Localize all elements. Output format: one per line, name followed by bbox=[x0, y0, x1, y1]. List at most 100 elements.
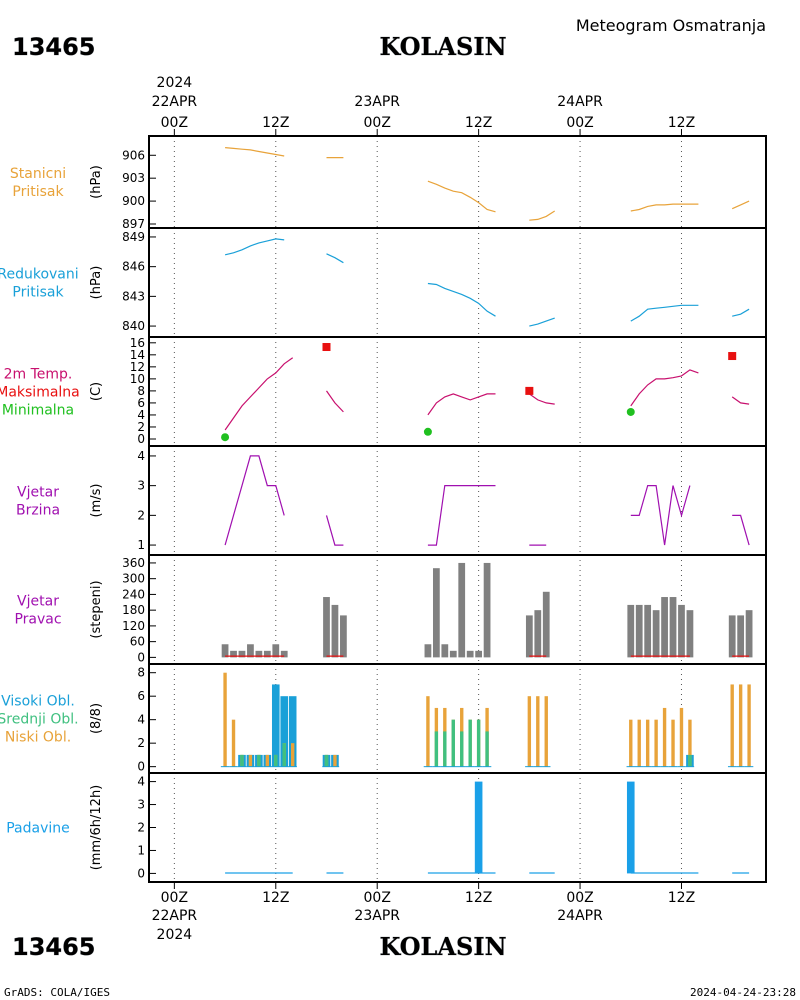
y-tick-label: 10 bbox=[130, 372, 145, 386]
station-name-bottom: KOLASIN bbox=[379, 932, 506, 961]
low-cloud-bar bbox=[527, 696, 532, 767]
bar bbox=[441, 644, 449, 658]
mid-cloud-bar bbox=[324, 754, 329, 767]
low-cloud-bar bbox=[688, 719, 692, 767]
series-line bbox=[732, 514, 750, 546]
panel-label: Pritisak bbox=[12, 184, 64, 200]
bar bbox=[340, 615, 347, 658]
series-line bbox=[325, 515, 344, 546]
unit-label: (hPa) bbox=[89, 165, 104, 199]
y-tick-label: 4 bbox=[137, 449, 145, 463]
bar bbox=[534, 610, 542, 658]
mid-cloud-bar bbox=[434, 731, 439, 767]
mid-cloud-bar bbox=[485, 731, 489, 767]
x-tick-label-top: 00Z bbox=[566, 115, 593, 131]
series-line bbox=[326, 253, 344, 264]
y-tick-label: 846 bbox=[122, 260, 145, 274]
mid-cloud-bar bbox=[451, 719, 455, 767]
bar bbox=[644, 604, 652, 658]
unit-label: (hPa) bbox=[89, 266, 104, 300]
max-temp-marker bbox=[728, 352, 737, 361]
bar bbox=[737, 615, 745, 658]
y-tick-label: 6 bbox=[137, 396, 145, 410]
y-tick-label: 2 bbox=[137, 420, 145, 434]
panel-label: Stanicni bbox=[10, 166, 66, 182]
low-cloud-bar bbox=[747, 684, 751, 767]
low-cloud-bar bbox=[679, 707, 684, 767]
high-cloud-bar bbox=[288, 696, 297, 767]
panel-label: Srednji Obl. bbox=[0, 712, 79, 728]
panel-label: Vjetar bbox=[17, 594, 59, 610]
panel-frame bbox=[148, 772, 767, 883]
low-cloud-bar bbox=[738, 684, 743, 767]
bar bbox=[323, 597, 330, 658]
x-tick-label-bottom: 12Z bbox=[465, 890, 492, 906]
low-cloud-bar bbox=[231, 719, 236, 767]
panel-frame bbox=[148, 135, 767, 229]
y-tick-label: 0 bbox=[137, 650, 145, 664]
mid-cloud-bar bbox=[476, 719, 481, 767]
y-tick-label: 903 bbox=[122, 171, 145, 185]
y-tick-label: 2 bbox=[137, 821, 145, 835]
bar bbox=[331, 604, 339, 658]
bar bbox=[247, 644, 254, 658]
unit-label: (8/8) bbox=[89, 703, 104, 734]
low-cloud-bar bbox=[662, 707, 667, 767]
x-tick-label-top: 00Z bbox=[161, 115, 188, 131]
plot-area bbox=[221, 562, 753, 658]
x-tick-label-bottom: 24APR bbox=[557, 908, 603, 924]
y-tick-label: 240 bbox=[122, 587, 145, 601]
bar bbox=[263, 650, 271, 658]
max-temp-marker bbox=[525, 386, 534, 395]
max-temp-marker bbox=[322, 343, 331, 352]
bottom-time-axis: 00Z 22APR 2024 12Z 00Z 23APR 12Z 00Z 24APR 12Z bbox=[152, 882, 695, 943]
x-tick-label-top: 12Z bbox=[668, 115, 695, 131]
plot-area bbox=[221, 343, 750, 442]
plot-area bbox=[220, 672, 754, 768]
y-tick-label: 4 bbox=[137, 713, 145, 727]
panel-clouds: 0 2 4 6 8 Visoki Obl. Srednji Obl. Niski Obl. (8… bbox=[0, 663, 767, 774]
y-tick-label: 120 bbox=[122, 619, 145, 633]
series-line bbox=[732, 308, 750, 317]
x-tick-label-bottom: 12Z bbox=[668, 890, 695, 906]
panel-label: Visoki Obl. bbox=[1, 694, 75, 710]
low-cloud-bar bbox=[637, 719, 641, 767]
x-tick-label-top: 2024 bbox=[157, 75, 193, 91]
bar bbox=[678, 604, 685, 658]
series-line bbox=[427, 282, 496, 317]
y-tick-label: 900 bbox=[122, 194, 145, 208]
high-cloud-bar bbox=[271, 684, 280, 767]
series-line bbox=[630, 203, 699, 212]
y-tick-label: 0 bbox=[137, 432, 145, 446]
mid-cloud-bar bbox=[274, 754, 278, 767]
x-tick-label-bottom: 00Z bbox=[566, 890, 593, 906]
y-tick-label: 8 bbox=[137, 666, 145, 680]
meteogram-subtitle: Meteogram Osmatranja bbox=[576, 16, 766, 35]
low-cloud-bar bbox=[290, 743, 295, 767]
series-line bbox=[427, 393, 496, 416]
low-cloud-bar bbox=[654, 719, 658, 767]
low-cloud-bar bbox=[645, 719, 650, 767]
y-tick-label: 8 bbox=[137, 384, 145, 398]
bar bbox=[661, 597, 668, 658]
y-tick-label: 180 bbox=[122, 603, 145, 617]
low-cloud-bar bbox=[426, 696, 430, 767]
x-tick-label-bottom: 22APR bbox=[152, 908, 198, 924]
x-tick-label-top: 24APR bbox=[557, 94, 603, 110]
plot-area bbox=[224, 455, 750, 546]
x-tick-label-top: 12Z bbox=[262, 115, 289, 131]
series-line bbox=[630, 369, 699, 407]
mid-cloud-bar bbox=[282, 743, 286, 767]
y-tick-label: 906 bbox=[122, 148, 145, 162]
panel-label: Pritisak bbox=[12, 285, 64, 301]
x-tick-label-bottom: 2024 bbox=[157, 927, 193, 943]
y-tick-label: 3 bbox=[137, 798, 145, 812]
min-temp-marker bbox=[221, 433, 230, 442]
bar bbox=[474, 781, 483, 874]
mid-cloud-bar bbox=[468, 719, 472, 767]
y-tick-label: 897 bbox=[122, 217, 145, 231]
panel-label: Vjetar bbox=[17, 485, 59, 501]
bar bbox=[626, 781, 635, 874]
series-line bbox=[225, 147, 285, 157]
